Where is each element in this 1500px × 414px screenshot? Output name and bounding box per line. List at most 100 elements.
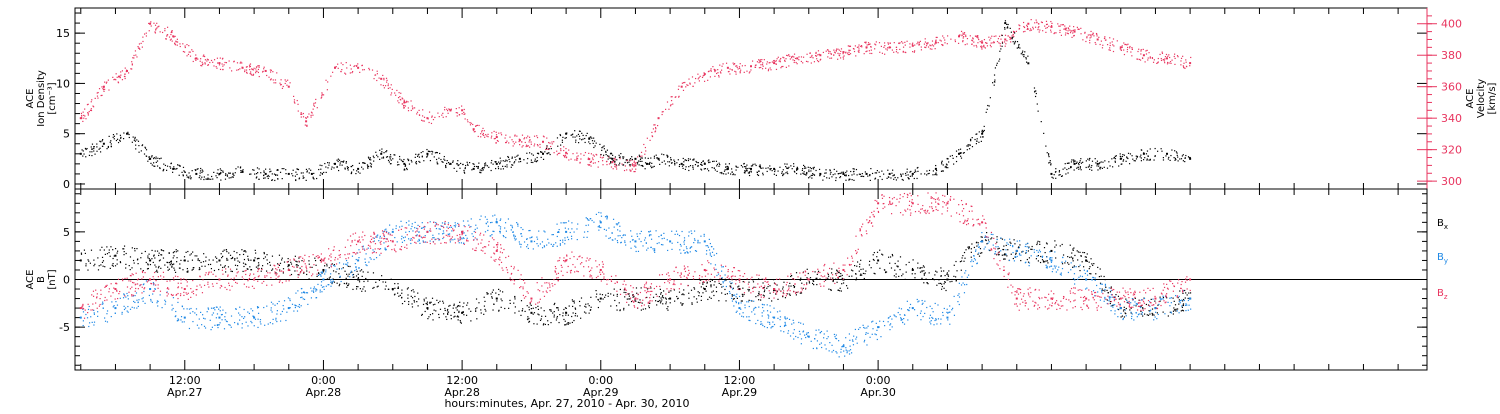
b-bz-point xyxy=(392,240,394,242)
b-by-point xyxy=(565,231,567,233)
b-by-point xyxy=(218,317,220,319)
b-bz-point xyxy=(184,288,186,290)
b-bx-point xyxy=(496,298,498,300)
velocity-point xyxy=(912,45,914,47)
ion-density-point xyxy=(1074,163,1076,165)
top-right-tick-label: 320 xyxy=(1441,144,1462,157)
ion-density-point xyxy=(380,153,382,155)
top-left-tick-label: 5 xyxy=(63,128,70,141)
ion-density-point xyxy=(357,168,359,170)
top-right-tick-label: 380 xyxy=(1441,49,1462,62)
b-by-point xyxy=(1120,307,1122,309)
top-left-tick-label: 15 xyxy=(56,27,70,40)
b-by-point xyxy=(669,240,671,242)
b-bz-point xyxy=(496,250,498,252)
b-bx-point xyxy=(80,259,82,261)
b-bz-point xyxy=(530,298,532,300)
b-bx-point xyxy=(946,279,948,281)
ion-density-point xyxy=(496,163,498,165)
b-bz-point xyxy=(1154,298,1156,300)
b-bx-point xyxy=(322,269,324,271)
b-bz-scatter xyxy=(81,192,1191,319)
b-bz-point xyxy=(669,279,671,281)
velocity-point xyxy=(681,86,683,88)
ion-density-point xyxy=(1166,153,1168,155)
velocity-point xyxy=(1027,23,1029,25)
ion-density-point xyxy=(634,158,636,160)
ion-density-point xyxy=(1027,62,1029,64)
b-by-point xyxy=(946,317,948,319)
velocity-point xyxy=(1097,38,1099,40)
top-right-tick-label: 360 xyxy=(1441,81,1462,94)
legend-bx: Bx xyxy=(1437,218,1448,231)
b-bx-point xyxy=(218,259,220,261)
b-by-point xyxy=(149,288,151,290)
ion-density-point xyxy=(311,173,313,175)
svg-text:[km/s]: [km/s] xyxy=(1487,82,1498,114)
ion-density-point xyxy=(103,143,105,145)
ion-density-point xyxy=(750,168,752,170)
top-panel-frame xyxy=(75,8,1427,189)
velocity-point xyxy=(1143,54,1145,56)
top-right-tick-label: 300 xyxy=(1441,175,1462,188)
date-tick-label: Apr.27 xyxy=(167,386,203,399)
ion-density-scatter xyxy=(81,20,1190,181)
b-bx-point xyxy=(530,312,532,314)
velocity-point xyxy=(842,51,844,53)
b-by-point xyxy=(530,240,532,242)
velocity-point xyxy=(357,67,359,69)
b-by-point xyxy=(600,221,602,223)
b-bx-point xyxy=(912,269,914,271)
velocity-point xyxy=(305,120,307,122)
ion-density-point xyxy=(842,173,844,175)
ion-density-point xyxy=(265,173,267,175)
svg-text:Ion Density: Ion Density xyxy=(36,70,47,127)
ion-density-point xyxy=(935,168,937,170)
ion-density-point xyxy=(542,153,544,155)
b-bz-point xyxy=(357,240,359,242)
date-tick-label: Apr.28 xyxy=(306,386,342,399)
bottom-left-tick-label: 5 xyxy=(63,226,70,239)
b-by-point xyxy=(114,307,116,309)
b-bz-point xyxy=(218,279,220,281)
svg-text:[nT]: [nT] xyxy=(47,269,58,289)
b-bz-point xyxy=(877,202,879,204)
x-axis-label: hours:minutes, Apr. 27, 2010 - Apr. 30, … xyxy=(444,397,689,410)
velocity-point xyxy=(461,109,463,111)
ion-density-point xyxy=(288,173,290,175)
b-bz-point xyxy=(808,279,810,281)
ion-density-point xyxy=(195,173,197,175)
top-left-tick-label: 0 xyxy=(63,178,70,191)
velocity-point xyxy=(1189,62,1191,64)
svg-text:ACE: ACE xyxy=(1465,89,1476,109)
b-by-point xyxy=(322,279,324,281)
svg-text:B: B xyxy=(36,276,47,283)
ion-density-point xyxy=(889,173,891,175)
bottom-left-tick-label: 0 xyxy=(63,274,70,287)
ion-density-point xyxy=(646,163,648,165)
b-bx-point xyxy=(877,259,879,261)
top-right-tick-label: 400 xyxy=(1441,18,1462,31)
svg-text:ACE: ACE xyxy=(25,89,36,109)
ion-density-point xyxy=(866,173,868,175)
velocity-point xyxy=(265,70,267,72)
svg-text:ACE: ACE xyxy=(25,270,36,290)
b-bx-point xyxy=(600,298,602,300)
velocity-point xyxy=(1166,57,1168,59)
velocity-point xyxy=(727,67,729,69)
b-by-point xyxy=(357,259,359,261)
b-by-point xyxy=(704,240,706,242)
b-bx-point xyxy=(149,259,151,261)
velocity-point xyxy=(658,117,660,119)
b-bz-point xyxy=(322,259,324,261)
ion-density-point xyxy=(80,153,82,155)
b-by-point xyxy=(1050,259,1052,261)
b-bz-point xyxy=(981,221,983,223)
ion-density-point xyxy=(1004,22,1006,24)
b-bz-point xyxy=(773,288,775,290)
velocity-point xyxy=(149,23,151,25)
